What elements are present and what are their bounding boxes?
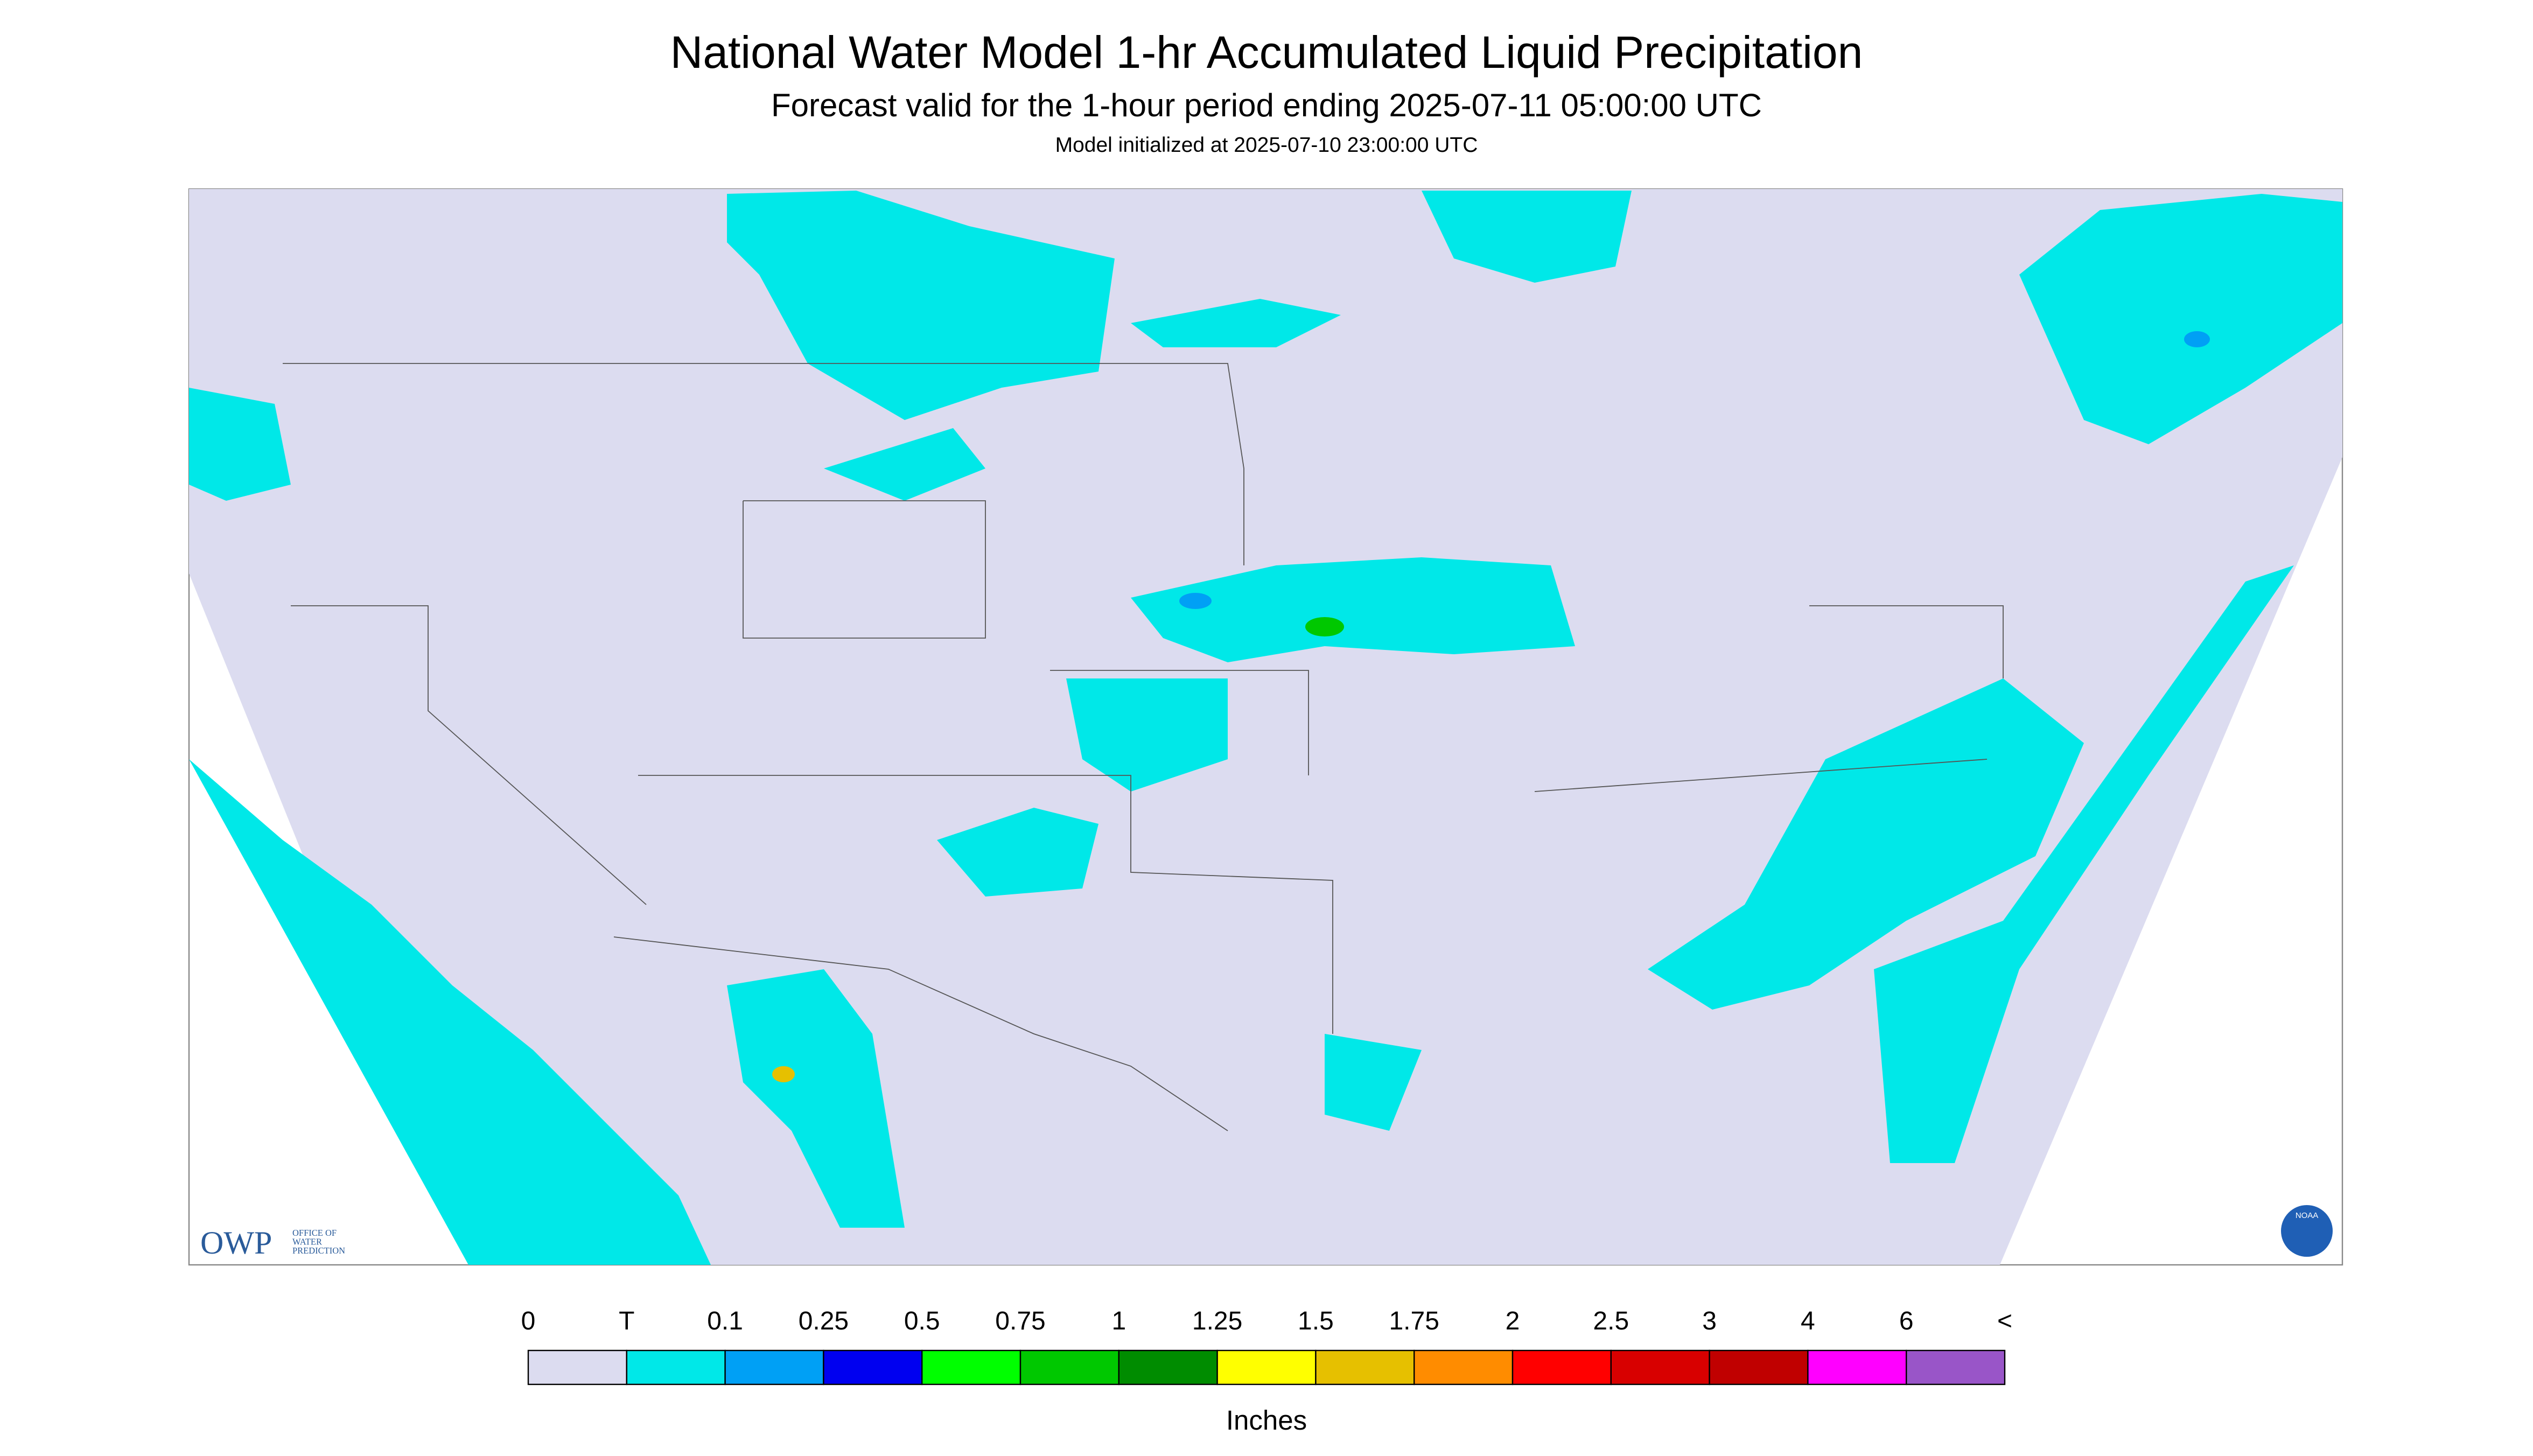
owp-logo-line: PREDICTION	[292, 1245, 345, 1256]
legend-swatch	[1118, 1349, 1218, 1385]
legend-swatch	[1905, 1349, 2006, 1385]
legend-label: 3	[1702, 1307, 1717, 1335]
legend-swatch	[1019, 1349, 1120, 1385]
legend-label: 1	[1111, 1307, 1126, 1335]
legend-label: 6	[1899, 1307, 1914, 1335]
legend-label: 1.75	[1389, 1307, 1439, 1335]
legend-label: 0	[521, 1307, 536, 1335]
legend-swatch	[1807, 1349, 1907, 1385]
title: National Water Model 1-hr Accumulated Li…	[670, 27, 1863, 78]
legend-label: 2.5	[1593, 1307, 1629, 1335]
legend-swatch	[1414, 1349, 1514, 1385]
legend-label: T	[619, 1307, 634, 1335]
legend-label: 4	[1801, 1307, 1815, 1335]
legend-swatch	[626, 1349, 726, 1385]
legend-swatch	[1512, 1349, 1612, 1385]
legend-label: 0.25	[799, 1307, 849, 1335]
legend-swatch	[724, 1349, 824, 1385]
legend-swatch	[1709, 1349, 1809, 1385]
legend: 0 T 0.1 0.25 0.5 0.75 1 1.25 1.5 1.75 2 2.5 3 4 6 <	[521, 1307, 2012, 1385]
legend-swatch	[1610, 1349, 1710, 1385]
owp-logo: OWP	[200, 1225, 272, 1261]
legend-label: 1.25	[1192, 1307, 1242, 1335]
legend-swatch	[823, 1349, 923, 1385]
legend-swatch	[1216, 1349, 1317, 1385]
legend-swatch	[527, 1349, 628, 1385]
owp-logo-line: WATER	[292, 1237, 322, 1247]
legend-label: 0.5	[904, 1307, 940, 1335]
init-time: Model initialized at 2025-07-10 23:00:00…	[1055, 134, 1478, 157]
legend-label: 0.1	[707, 1307, 743, 1335]
legend-label: 0.75	[995, 1307, 1045, 1335]
legend-label: 1.5	[1298, 1307, 1334, 1335]
legend-label: <	[1997, 1307, 2012, 1335]
legend-label: 2	[1506, 1307, 1520, 1335]
noaa-logo: NOAA	[2296, 1211, 2319, 1220]
legend-unit: Inches	[1226, 1405, 1307, 1436]
legend-swatch	[921, 1349, 1021, 1385]
owp-logo-line: OFFICE OF	[292, 1228, 337, 1238]
subtitle: Forecast valid for the 1-hour period end…	[771, 87, 1762, 123]
legend-swatch	[1315, 1349, 1415, 1385]
